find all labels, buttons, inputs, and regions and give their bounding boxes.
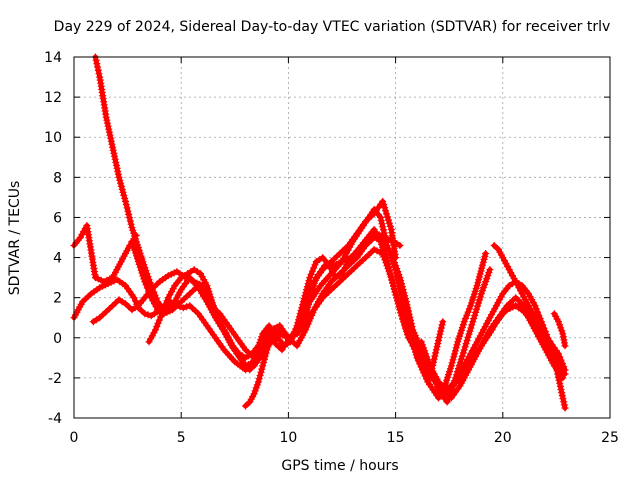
- y-tick-label: 8: [53, 170, 62, 186]
- y-axis-label: SDTVAR / TECUs: [7, 181, 23, 296]
- x-tick-label: 5: [177, 430, 186, 446]
- data-point-markers: [91, 53, 569, 412]
- y-tick-label: -4: [48, 411, 62, 427]
- x-tick-labels: 0 5 10 15 20 25: [70, 430, 619, 446]
- series-s10: [435, 250, 490, 402]
- x-tick-label: 10: [279, 430, 297, 446]
- data-point-markers: [435, 250, 490, 402]
- plot-frame: [73, 56, 611, 419]
- series-s12: [293, 197, 400, 338]
- data-point-markers: [242, 322, 284, 410]
- series-s8: [490, 242, 569, 378]
- data-point-markers: [70, 222, 140, 286]
- y-tick-label: 4: [53, 251, 62, 267]
- y-tick-label: 6: [53, 210, 62, 226]
- grid: [73, 56, 611, 419]
- data-point-markers: [550, 310, 569, 350]
- x-tick-label: 20: [494, 430, 512, 446]
- y-tick-labels: -4 -2 0 2 4 6 8 10 12 14: [44, 50, 62, 427]
- series-s2: [91, 53, 569, 412]
- x-tick-label: 25: [601, 430, 619, 446]
- data-point-markers: [293, 197, 400, 338]
- data-point-markers: [490, 242, 569, 378]
- x-tick-label: 15: [387, 430, 405, 446]
- data-point-markers: [426, 318, 447, 382]
- y-tick-label: -2: [48, 371, 62, 387]
- chart-title: Day 229 of 2024, Sidereal Day-to-day VTE…: [54, 19, 611, 35]
- series-s13: [550, 310, 569, 350]
- x-axis-label: GPS time / hours: [281, 458, 398, 474]
- series-s11: [426, 318, 447, 382]
- series-s7: [242, 322, 284, 410]
- y-tick-label: 0: [53, 331, 62, 347]
- series-line: [92, 54, 568, 411]
- series-s1: [70, 222, 140, 286]
- y-tick-label: 12: [44, 90, 62, 106]
- y-tick-label: 2: [53, 291, 62, 307]
- y-tick-label: 10: [44, 130, 62, 146]
- y-tick-label: 14: [44, 50, 62, 66]
- data-point-markers: [417, 266, 494, 406]
- x-tick-label: 0: [70, 430, 79, 446]
- data-series: [70, 53, 569, 412]
